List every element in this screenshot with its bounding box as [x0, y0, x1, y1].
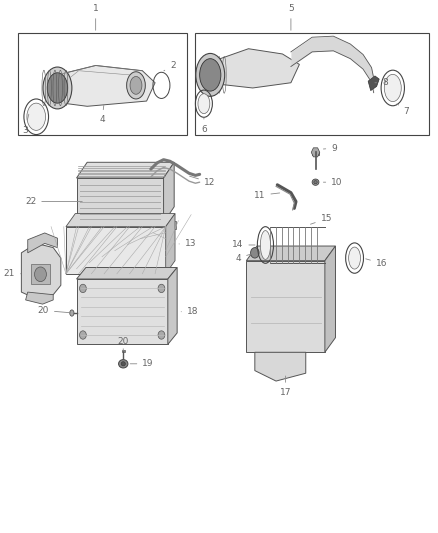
Text: 22: 22: [25, 197, 82, 206]
Polygon shape: [77, 178, 163, 222]
Polygon shape: [168, 268, 177, 344]
Ellipse shape: [119, 360, 128, 368]
Circle shape: [80, 331, 86, 339]
Text: 6: 6: [201, 118, 207, 134]
Bar: [195, 33, 429, 135]
Ellipse shape: [312, 179, 319, 185]
Text: 4: 4: [99, 106, 105, 124]
Ellipse shape: [130, 76, 142, 94]
Bar: [121, 350, 125, 352]
Polygon shape: [47, 66, 155, 106]
Ellipse shape: [260, 231, 271, 260]
Circle shape: [158, 331, 165, 339]
Text: 2: 2: [164, 61, 176, 71]
Circle shape: [35, 267, 46, 281]
Ellipse shape: [198, 94, 210, 114]
Bar: [74, 221, 177, 229]
Text: 7: 7: [397, 104, 409, 116]
Polygon shape: [246, 261, 325, 352]
Text: 20: 20: [38, 306, 71, 315]
Ellipse shape: [200, 59, 221, 91]
Bar: [31, 264, 50, 284]
Polygon shape: [311, 148, 320, 157]
Text: 20: 20: [117, 337, 129, 351]
Ellipse shape: [47, 73, 67, 103]
Ellipse shape: [27, 103, 46, 131]
Polygon shape: [246, 246, 336, 261]
Ellipse shape: [70, 310, 74, 316]
Text: 3: 3: [22, 114, 29, 135]
Circle shape: [80, 284, 86, 293]
Polygon shape: [77, 279, 168, 344]
Bar: [66, 227, 166, 274]
Text: 15: 15: [311, 214, 332, 224]
Text: 16: 16: [366, 259, 387, 268]
Polygon shape: [77, 162, 174, 178]
Polygon shape: [325, 246, 336, 352]
Polygon shape: [206, 49, 300, 88]
Text: 5: 5: [288, 4, 294, 30]
Polygon shape: [368, 76, 379, 91]
Text: 17: 17: [280, 376, 291, 397]
Polygon shape: [66, 214, 175, 227]
Text: 9: 9: [323, 144, 337, 152]
Ellipse shape: [127, 72, 145, 99]
Text: 12: 12: [190, 176, 215, 187]
Polygon shape: [163, 162, 174, 222]
Polygon shape: [21, 244, 61, 299]
Ellipse shape: [196, 53, 225, 96]
Text: 13: 13: [179, 239, 196, 248]
Ellipse shape: [43, 67, 72, 109]
Ellipse shape: [349, 247, 360, 269]
Ellipse shape: [384, 75, 401, 102]
Text: 14: 14: [232, 240, 255, 249]
Circle shape: [158, 284, 165, 293]
Text: 8: 8: [375, 78, 388, 87]
Text: 4: 4: [236, 254, 252, 263]
Polygon shape: [28, 233, 57, 253]
Text: 19: 19: [130, 359, 154, 368]
Ellipse shape: [314, 181, 317, 184]
Text: 21: 21: [4, 269, 21, 278]
Circle shape: [251, 248, 259, 258]
Polygon shape: [166, 214, 175, 274]
Text: 1: 1: [93, 4, 99, 30]
Text: 18: 18: [181, 307, 198, 316]
Bar: [312, 152, 319, 156]
Bar: [18, 33, 187, 135]
Ellipse shape: [121, 362, 125, 366]
Text: 10: 10: [323, 177, 343, 187]
Polygon shape: [255, 352, 306, 381]
Text: 11: 11: [254, 191, 279, 200]
Polygon shape: [25, 292, 53, 304]
Polygon shape: [77, 268, 177, 279]
